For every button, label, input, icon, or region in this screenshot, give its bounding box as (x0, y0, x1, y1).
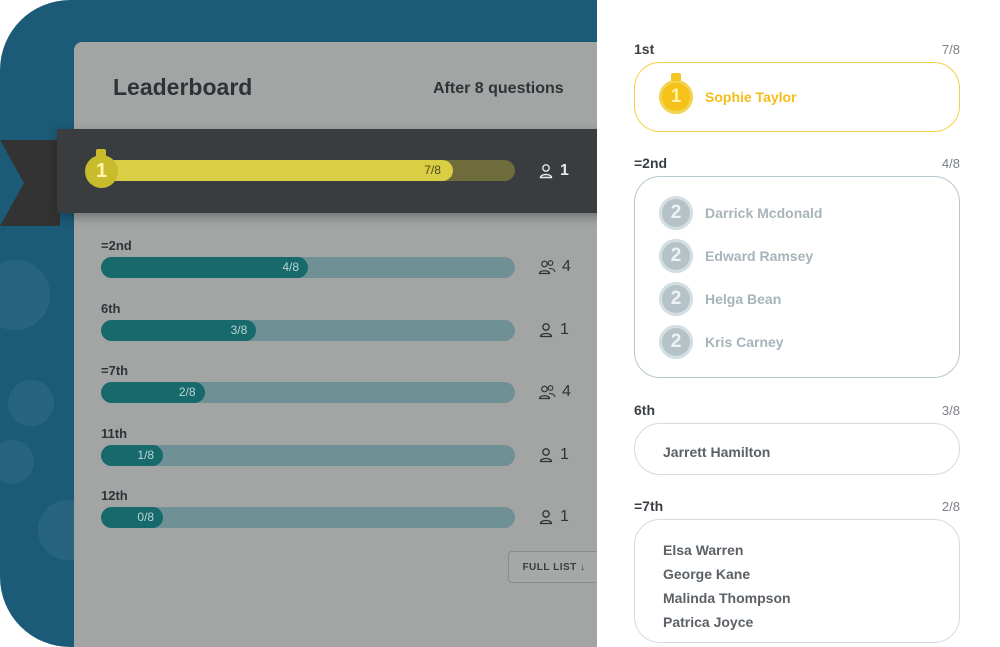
player-count: 1 (560, 446, 569, 463)
decor-bubble (0, 260, 50, 330)
person-icon (538, 509, 554, 525)
list-item[interactable]: 2 Kris Carney (659, 325, 784, 359)
rank-label: 12th (101, 488, 128, 503)
group-box-7th: Elsa Warren George Kane Malinda Thompson… (634, 519, 960, 643)
player-count-group: 4 (538, 383, 571, 401)
player-count: 4 (562, 258, 571, 275)
group-rank: =7th (634, 498, 664, 514)
decor-bubble (0, 440, 34, 484)
score-bar-fill: 1/8 (101, 445, 164, 466)
rank-label: 11th (101, 426, 128, 441)
group-header-7th: =7th 2/8 (634, 497, 960, 515)
rank-row: 12th 0/8 1 (101, 488, 581, 528)
group-header-1st: 1st 7/8 (634, 40, 960, 58)
rank-row: =2nd 4/8 4 (101, 238, 581, 278)
player-count-group: 1 (538, 508, 569, 526)
player-name: Sophie Taylor (705, 89, 797, 105)
group-rank: 6th (634, 402, 655, 418)
group-score: 7/8 (941, 41, 960, 57)
group-score: 4/8 (941, 155, 960, 171)
group-rank: =2nd (634, 155, 668, 171)
first-place-bar: 7/8 (101, 160, 515, 181)
player-name: Helga Bean (705, 291, 782, 307)
list-item[interactable]: 2 Edward Ramsey (659, 239, 813, 273)
rank-label: =2nd (101, 238, 132, 253)
leaderboard-title: Leaderboard (113, 74, 253, 100)
player-count: 1 (560, 162, 569, 179)
silver-medal-icon: 2 (659, 325, 693, 359)
person-icon (538, 322, 554, 338)
player-count: 1 (560, 508, 569, 525)
player-name[interactable]: Elsa Warren (663, 542, 744, 558)
medal-number: 2 (670, 202, 682, 223)
list-item[interactable]: 1 Sophie Taylor (659, 73, 797, 114)
score-label: 4/8 (282, 260, 299, 274)
score-label: 2/8 (178, 385, 196, 399)
rank-row: 6th 3/8 1 (101, 301, 581, 341)
list-item[interactable]: 2 Helga Bean (659, 282, 781, 316)
first-place-count: 1 (538, 162, 569, 180)
player-name[interactable]: George Kane (663, 566, 751, 582)
score-bar: 4/8 (101, 257, 515, 278)
score-bar: 0/8 (101, 507, 515, 528)
player-count: 1 (560, 321, 569, 338)
questions-count: After 8 questions (433, 80, 564, 97)
person-icon (538, 447, 554, 463)
person-icon (539, 164, 553, 179)
group-header-6th: 6th 3/8 (634, 401, 960, 419)
list-item[interactable]: 2 Darrick Mcdonald (659, 196, 822, 230)
group-score: 3/8 (941, 402, 960, 418)
player-name[interactable]: Patrica Joyce (663, 614, 754, 630)
player-count-group: 4 (538, 258, 571, 276)
score-bar-fill: 4/8 (101, 257, 308, 278)
gold-medal-icon: 1 (659, 73, 693, 114)
rank-row: =7th 2/8 4 (101, 363, 581, 403)
score-label: 1/8 (137, 448, 155, 462)
silver-medal-icon: 2 (659, 196, 693, 230)
rank-label: =7th (101, 363, 129, 378)
group-box-6th: Jarrett Hamilton (634, 423, 960, 475)
medal-number: 1 (670, 86, 682, 107)
gold-medal-icon: 1 (85, 149, 118, 188)
decor-bubble (8, 380, 54, 426)
score-bar-fill: 2/8 (101, 382, 205, 403)
player-name[interactable]: Jarrett Hamilton (663, 444, 771, 460)
player-count: 4 (562, 383, 571, 400)
silver-medal-icon: 2 (659, 239, 693, 273)
score-bar: 1/8 (101, 445, 515, 466)
score-bar: 2/8 (101, 382, 515, 403)
full-list-button[interactable]: FULL LIST ↓ (508, 551, 600, 583)
player-name: Edward Ramsey (705, 248, 814, 264)
medal-number: 2 (670, 288, 682, 309)
score-bar-fill: 0/8 (101, 507, 164, 528)
rank-row: 11th 1/8 1 (101, 426, 581, 466)
player-name[interactable]: Malinda Thompson (663, 590, 791, 606)
medal-number: 2 (670, 331, 682, 352)
first-place-bar-fill: 7/8 (101, 160, 453, 181)
score-label: 0/8 (137, 510, 155, 524)
group-icon (538, 259, 556, 275)
first-place-score: 7/8 (424, 163, 441, 177)
score-label: 3/8 (230, 323, 248, 337)
group-icon (538, 384, 556, 400)
medal-number: 1 (95, 160, 108, 182)
player-count-group: 1 (538, 321, 569, 339)
group-header-2nd: =2nd 4/8 (634, 154, 960, 172)
group-score: 2/8 (941, 498, 960, 514)
player-name: Darrick Mcdonald (705, 205, 823, 221)
player-name: Kris Carney (705, 334, 784, 350)
player-count-group: 1 (538, 446, 569, 464)
group-box-1st: 1 Sophie Taylor (634, 62, 960, 132)
silver-medal-icon: 2 (659, 282, 693, 316)
group-rank: 1st (634, 41, 655, 57)
score-bar: 3/8 (101, 320, 515, 341)
group-box-2nd: 2 Darrick Mcdonald 2 Edward Ramsey 2 Hel… (634, 176, 960, 378)
score-bar-fill: 3/8 (101, 320, 257, 341)
rank-label: 6th (101, 301, 121, 316)
medal-number: 2 (670, 245, 682, 266)
